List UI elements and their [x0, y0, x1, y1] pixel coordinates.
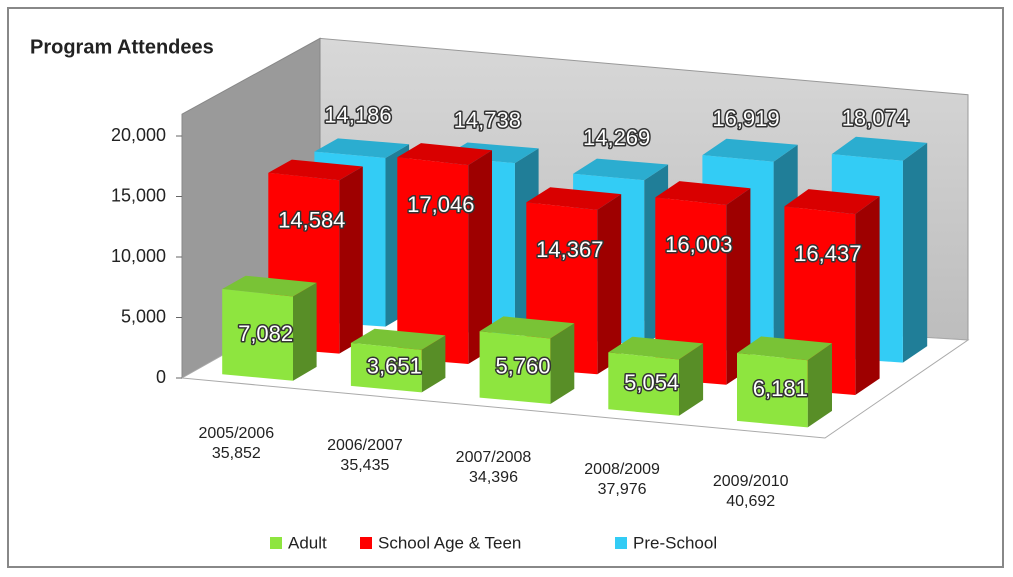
- bar-top: [608, 336, 704, 360]
- bar: [222, 275, 317, 381]
- legend-swatch: [360, 537, 372, 549]
- value-label: 16,437: [794, 241, 861, 266]
- bar-side: [550, 323, 575, 404]
- bar-side: [293, 282, 317, 381]
- value-label: 16,003: [665, 232, 732, 257]
- bar-top: [314, 138, 410, 158]
- value-label: 18,074: [842, 105, 909, 130]
- legend-swatch: [270, 537, 282, 549]
- legend-label: Adult: [288, 533, 327, 552]
- bar-side: [807, 343, 832, 428]
- x-total-label: 40,692: [726, 493, 775, 510]
- bar-side: [468, 150, 492, 364]
- bar-side: [421, 335, 446, 393]
- x-total-label: 35,435: [340, 457, 389, 474]
- value-label: 17,046: [407, 192, 474, 217]
- x-tick-label: 2007/2008: [456, 449, 532, 466]
- value-label: 3,651: [367, 354, 422, 379]
- bar-front: [222, 289, 293, 381]
- bar: [479, 316, 575, 404]
- bar-top: [702, 138, 798, 162]
- value-label: 5,054: [624, 370, 679, 395]
- bar-top: [737, 336, 832, 361]
- x-tick-label: 2009/2010: [713, 473, 789, 490]
- bar-front: [655, 197, 727, 385]
- bar-top: [479, 316, 575, 339]
- value-label: 14,269: [583, 125, 650, 150]
- bar-front: [608, 352, 679, 416]
- x-total-label: 35,852: [212, 445, 261, 462]
- legend-label: Pre-School: [633, 533, 717, 552]
- bar: [397, 143, 492, 364]
- bar-top: [831, 136, 928, 161]
- value-label: 7,082: [238, 321, 293, 346]
- x-tick-label: 2008/2009: [584, 461, 660, 478]
- value-label: 6,181: [753, 376, 808, 401]
- bar: [655, 181, 751, 385]
- y-tick-label: 10,000: [111, 246, 166, 266]
- bar-side: [726, 188, 751, 385]
- value-label: 5,760: [495, 354, 550, 379]
- bar-top: [784, 189, 880, 215]
- bar-top: [222, 275, 317, 297]
- value-label: 14,738: [454, 108, 521, 133]
- y-tick-label: 15,000: [111, 185, 166, 205]
- bar-top: [526, 187, 622, 210]
- bar-front: [737, 353, 808, 428]
- y-tick-label: 20,000: [111, 125, 166, 145]
- bar-front: [397, 157, 469, 364]
- bar-top: [397, 143, 492, 166]
- x-tick-label: 2006/2007: [327, 437, 403, 454]
- x-total-label: 34,396: [469, 469, 518, 486]
- bar-side: [855, 196, 880, 395]
- bar: [350, 328, 446, 393]
- bar-side: [902, 142, 928, 363]
- legend-swatch: [615, 537, 627, 549]
- value-label: 14,367: [536, 237, 603, 262]
- bar: [737, 336, 832, 428]
- bar-side: [679, 343, 704, 416]
- x-tick-label: 2005/2006: [198, 425, 274, 442]
- legend-label: School Age & Teen: [378, 533, 521, 552]
- bar-front: [479, 331, 551, 404]
- bar-top: [655, 181, 751, 205]
- bar-top: [350, 328, 446, 350]
- bar-side: [597, 194, 622, 375]
- y-tick-label: 0: [156, 367, 166, 387]
- bar-top: [573, 158, 669, 181]
- x-total-label: 37,976: [598, 481, 647, 498]
- bar-side: [339, 166, 363, 354]
- value-label: 16,919: [712, 106, 779, 131]
- bar-front: [350, 342, 422, 393]
- chart-title: Program Attendees: [30, 36, 214, 58]
- value-label: 14,584: [278, 207, 345, 232]
- bar: [608, 336, 704, 416]
- value-label: 14,186: [324, 103, 391, 128]
- y-tick-label: 5,000: [121, 306, 166, 326]
- bar-top: [268, 159, 363, 181]
